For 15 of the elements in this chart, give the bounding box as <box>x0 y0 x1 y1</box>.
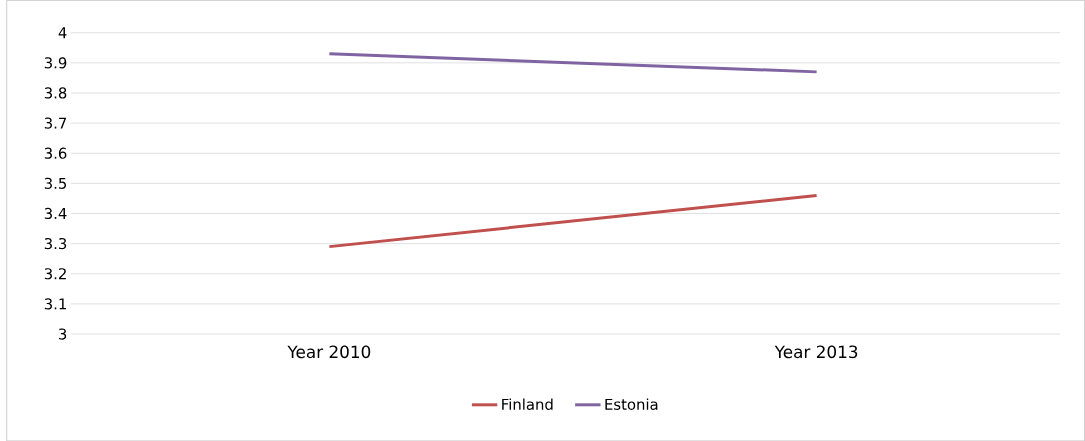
y-tick-label: 3 <box>59 328 67 340</box>
y-tick-label: 3.6 <box>44 147 67 159</box>
legend-label: Estonia <box>605 398 658 410</box>
y-tick-label: 3.7 <box>44 117 67 129</box>
y-tick-label: 3.3 <box>44 237 67 250</box>
y-tick-label: 3.5 <box>44 177 67 189</box>
x-tick-label: Year 2010 <box>287 345 371 359</box>
y-tick-label: 3.2 <box>44 267 66 280</box>
y-tick-label: 3.9 <box>44 57 67 69</box>
legend-label: Finland <box>502 398 553 410</box>
y-tick-label: 3.8 <box>44 87 67 99</box>
y-tick-label: 3.4 <box>44 207 67 219</box>
x-tick-label: Year 2013 <box>774 345 858 359</box>
y-tick-label: 3.1 <box>44 298 66 310</box>
y-tick-label: 4 <box>58 27 67 38</box>
